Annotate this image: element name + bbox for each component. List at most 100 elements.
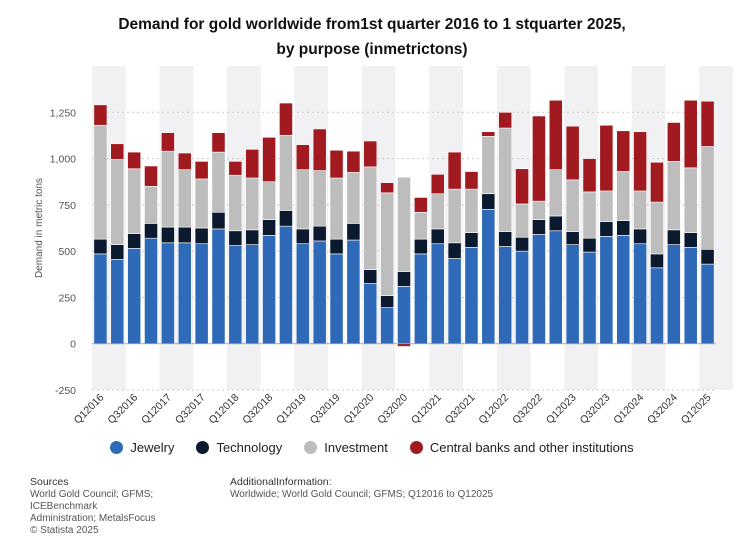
bar-segment-investment bbox=[666, 161, 681, 231]
bar-segment-technology bbox=[329, 238, 344, 255]
x-tick-label: Q12021 bbox=[409, 392, 444, 427]
bar-segment-central-banks-and-other-institutions bbox=[329, 149, 344, 179]
bar-segment-investment bbox=[329, 177, 344, 240]
bar-segment-technology bbox=[312, 225, 327, 242]
bar-segment-technology bbox=[127, 233, 142, 249]
bar-segment-jewelry bbox=[515, 250, 529, 345]
bar-segment-central-banks-and-other-institutions bbox=[666, 122, 681, 162]
bar-segment-investment bbox=[346, 172, 361, 224]
bar-segment-jewelry bbox=[532, 234, 546, 345]
bar-segment-jewelry bbox=[430, 243, 445, 345]
bar-segment-central-banks-and-other-institutions bbox=[447, 151, 462, 190]
bar-segment-technology bbox=[464, 232, 479, 248]
bar-segment-central-banks-and-other-institutions bbox=[481, 131, 496, 137]
bar-segment-investment bbox=[380, 192, 395, 296]
bar-segment-central-banks-and-other-institutions bbox=[599, 124, 614, 192]
bar-segment-central-banks-and-other-institutions bbox=[498, 111, 513, 129]
legend-label-investment: Investment bbox=[324, 440, 388, 455]
bar-segment-jewelry bbox=[447, 258, 462, 345]
additional-info-block: AdditionalInformation: Worldwide; World … bbox=[230, 476, 530, 501]
bar-segment-jewelry bbox=[245, 244, 260, 345]
x-tick-label: Q12024 bbox=[611, 392, 646, 427]
bar-segment-investment bbox=[161, 150, 175, 228]
x-tick-label: Q32020 bbox=[375, 392, 410, 427]
bar-segment-investment bbox=[498, 127, 513, 233]
bar-segment-technology bbox=[397, 271, 411, 287]
bar-segment-investment bbox=[177, 169, 192, 228]
bar-segment-technology bbox=[279, 210, 293, 227]
bar-segment-jewelry bbox=[397, 286, 411, 345]
bar-segment-jewelry bbox=[295, 243, 310, 345]
bar-segment-jewelry bbox=[481, 209, 496, 345]
legend-item-investment[interactable]: Investment bbox=[304, 440, 388, 455]
legend-item-central-banks[interactable]: Central banks and other institutions bbox=[409, 440, 634, 455]
bar-segment-investment bbox=[616, 171, 631, 221]
bar-segment-jewelry bbox=[380, 307, 395, 345]
x-tick-label: Q12018 bbox=[207, 392, 242, 427]
bar-segment-investment bbox=[582, 191, 597, 239]
bar-segment-investment bbox=[110, 159, 125, 245]
legend-label-technology: Technology bbox=[216, 440, 283, 455]
bar-segment-central-banks-and-other-institutions bbox=[262, 136, 276, 183]
bar-segment-jewelry bbox=[565, 244, 580, 345]
y-tick-label: 250 bbox=[58, 292, 76, 304]
bar-segment-investment bbox=[464, 188, 479, 233]
y-tick-label: 0 bbox=[70, 339, 76, 351]
x-tick-label: Q12016 bbox=[72, 392, 107, 427]
x-tick-label: Q32016 bbox=[105, 392, 140, 427]
bar-segment-central-banks-and-other-institutions bbox=[245, 149, 260, 179]
bar-segment-central-banks-and-other-institutions bbox=[700, 100, 715, 147]
bar-segment-technology bbox=[430, 228, 445, 245]
bar-segment-central-banks-and-other-institutions bbox=[110, 143, 125, 160]
bar-segment-technology bbox=[380, 295, 395, 308]
bar-segment-technology bbox=[683, 232, 698, 248]
bar-segment-jewelry bbox=[194, 243, 209, 345]
x-tick-label: Q12025 bbox=[679, 392, 714, 427]
bar-segment-jewelry bbox=[329, 253, 344, 345]
bar-segment-technology bbox=[582, 237, 597, 253]
bar-segment-investment bbox=[397, 176, 411, 272]
bar-segment-central-banks-and-other-institutions bbox=[515, 168, 529, 205]
legend-swatch-investment bbox=[304, 441, 318, 454]
legend-label-central-banks: Central banks and other institutions bbox=[429, 440, 634, 455]
bar-segment-technology bbox=[295, 228, 310, 245]
bar-segment-central-banks-and-other-institutions bbox=[177, 152, 192, 170]
bar-segment-technology bbox=[548, 215, 563, 232]
x-tick-label: Q12023 bbox=[544, 392, 579, 427]
bar-segment-jewelry bbox=[464, 247, 479, 345]
legend-item-technology[interactable]: Technology bbox=[196, 440, 282, 455]
bar-segment-technology bbox=[666, 229, 681, 245]
bar-segment-jewelry bbox=[110, 259, 125, 345]
bar-segment-technology bbox=[447, 242, 462, 259]
bar-segment-investment bbox=[633, 190, 647, 230]
bar-segment-central-banks-and-other-institutions bbox=[93, 104, 108, 126]
bar-segment-central-banks-and-other-institutions bbox=[127, 151, 142, 170]
bar-segment-central-banks-and-other-institutions bbox=[430, 174, 445, 195]
bar-segment-jewelry bbox=[363, 283, 378, 345]
bar-segment-technology bbox=[599, 221, 614, 237]
bar-segment-central-banks-and-other-institutions bbox=[312, 128, 327, 171]
legend: Jewelry Technology Investment Central ba… bbox=[0, 440, 744, 455]
bar-segment-central-banks-and-other-institutions bbox=[582, 158, 597, 193]
bar-segment-technology bbox=[93, 238, 108, 255]
bar-segment-technology bbox=[161, 226, 175, 244]
chart-title-line2: by purpose (inmetrictons) bbox=[276, 41, 468, 58]
bar-segment-investment bbox=[295, 169, 310, 230]
bar-segment-jewelry bbox=[599, 236, 614, 345]
y-tick-label: 750 bbox=[58, 200, 76, 212]
y-tick-label: 1,250 bbox=[50, 107, 76, 119]
bar-segment-jewelry bbox=[144, 237, 158, 345]
bar-segment-technology bbox=[194, 227, 209, 245]
bar-segment-central-banks-and-other-institutions bbox=[228, 161, 243, 176]
legend-label-jewelry: Jewelry bbox=[130, 440, 175, 455]
bar-segment-technology bbox=[177, 226, 192, 244]
x-tick-label: Q12020 bbox=[341, 392, 376, 427]
bar-segment-technology bbox=[211, 211, 226, 230]
bar-segment-technology bbox=[498, 231, 513, 247]
additional-info-line: Worldwide; World Gold Council; GFMS; Q12… bbox=[230, 489, 494, 500]
bar-segment-central-banks-and-other-institutions bbox=[413, 197, 428, 213]
legend-item-jewelry[interactable]: Jewelry bbox=[110, 440, 174, 455]
x-tick-label: Q32021 bbox=[443, 392, 478, 427]
